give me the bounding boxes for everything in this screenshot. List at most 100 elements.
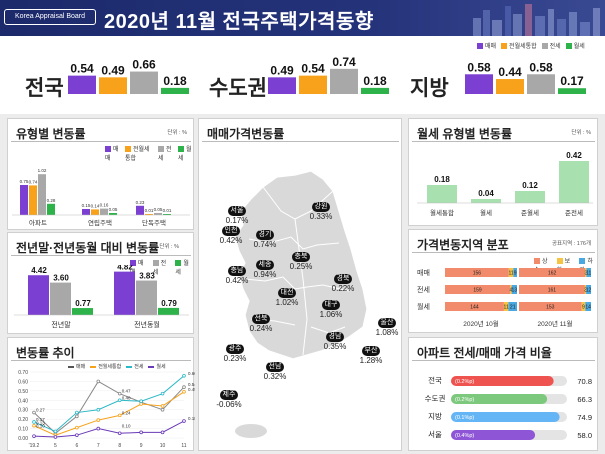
map-region-value: 0.74% (253, 240, 277, 249)
type-bar (82, 209, 90, 215)
distribution-panel: 가격변동지역 분포 공표지역 : 176개 상승 보합 하락 매매1561191… (408, 229, 598, 333)
type-value: 0.28 (47, 198, 56, 203)
map-region-label: 경북 0.22% (323, 273, 363, 294)
yearly-bar (158, 307, 179, 315)
distribution-value: 3 (584, 288, 587, 294)
type-bar (91, 209, 99, 215)
type-change-title: 유형별 변동률 (16, 127, 86, 141)
ratio-change: (0.4%p) (455, 433, 474, 439)
map-region-value: 0.33% (309, 212, 333, 221)
summary-value: 0.18 (163, 74, 187, 88)
distribution-value: 162 (548, 271, 557, 277)
yearly-value: 3.60 (53, 274, 69, 283)
map-region-label: 경남 0.35% (315, 331, 355, 352)
trend-point (182, 389, 186, 394)
map-region-label: 대구 1.06% (311, 299, 351, 320)
summary-bar (99, 77, 127, 94)
ratio-category: 서울 (428, 430, 442, 439)
summary-region-capital: 수도권 (209, 77, 267, 100)
map-region-value: 0.17% (225, 216, 249, 225)
trend-line (33, 375, 185, 432)
map-region-label: 부산 1.28% (351, 345, 391, 366)
trend-ytick: 0.60 (18, 379, 28, 385)
yearly-bar (50, 282, 71, 315)
trend-data-label: 0.18 (188, 416, 195, 421)
yearly-category: 전년말 (51, 320, 71, 329)
distribution-value: 156 (473, 271, 482, 277)
distribution-period: 2020년 10월 (463, 319, 498, 328)
trend-point (96, 418, 101, 422)
summary-value: 0.58 (529, 60, 553, 74)
ratio-fill (451, 376, 554, 386)
wolse-category: 준월세 (521, 208, 539, 217)
trend-point (117, 413, 122, 418)
trend-ytick: 0.20 (18, 417, 28, 423)
trend-point (139, 399, 143, 404)
trend-chart: 0.00 0.10 0.20 0.30 0.40 0.50 0.60 0.70 '19.2 5 6 7… (18, 370, 195, 449)
type-change-panel: 유형별 변동률 단위 : % 매매 전월세통합 전세 월세 0.75 0.74 1.… (7, 118, 194, 230)
distribution-category: 매매 (417, 269, 430, 277)
ratio-category: 전국 (428, 375, 442, 385)
divider (412, 141, 595, 142)
divider (11, 360, 191, 361)
distribution-segment (519, 268, 586, 277)
summary-bar (361, 87, 389, 94)
trend-data-label: 0.10 (36, 424, 45, 429)
map-region-label: 울산 1.08% (367, 317, 407, 338)
distribution-period: 2020년 11월 (538, 319, 573, 328)
distribution-value: 11 (504, 305, 509, 311)
trend-ytick: 0.10 (18, 427, 28, 433)
trend-xtick: '19.2 (29, 443, 40, 449)
distribution-segment (586, 268, 591, 277)
trend-legend: 매매 전월세통합 전세 월세 (68, 363, 166, 370)
yearly-unit: 단위 : % (159, 244, 179, 250)
type-value: 0.23 (136, 200, 145, 205)
trend-data-label: 0.10 (122, 424, 131, 429)
yearly-value: 0.77 (75, 299, 91, 308)
map-region-name: 충북 (291, 252, 311, 262)
type-category: 연립주택 (88, 218, 112, 227)
ratio-change: (0.1%p) (455, 415, 474, 421)
trend-point (53, 429, 58, 434)
trend-line (33, 380, 185, 434)
type-value: 0.01 (163, 208, 172, 213)
trend-point (75, 425, 79, 430)
trend-point (160, 407, 165, 412)
trend-point (139, 402, 143, 406)
type-value: 0.05 (109, 207, 118, 212)
trend-point (117, 431, 122, 436)
type-bar (47, 203, 55, 215)
map-region-name: 대구 (321, 300, 341, 310)
map-region-name: 울산 (377, 318, 397, 328)
trend-point (96, 407, 101, 412)
trend-data-label: 0.47 (122, 389, 131, 394)
yearly-bar (72, 308, 93, 315)
summary-value: 0.58 (467, 60, 491, 74)
distribution-value: 159 (473, 288, 482, 294)
map-region-name: 경남 (325, 332, 345, 342)
distribution-segment (513, 268, 517, 277)
legend-composite: 전월세통합 (501, 41, 537, 50)
type-change-unit: 단위 : % (167, 130, 187, 136)
wolse-value: 0.04 (478, 189, 494, 198)
map-region-name: 대전 (277, 288, 297, 298)
summary-bar (496, 79, 524, 94)
type-value: 0.74 (29, 179, 38, 184)
map-region-label: 충남 0.42% (217, 265, 257, 286)
summary-value: 0.74 (332, 55, 356, 69)
trend-point (32, 410, 36, 415)
map-region-value: 0.42% (225, 276, 249, 285)
wolse-bar (515, 191, 545, 203)
trend-point (182, 373, 186, 378)
trend-point (117, 391, 122, 396)
map-region-value: 1.28% (359, 356, 383, 365)
yearly-title: 전년말·전년동월 대비 변동률 (16, 241, 160, 255)
distribution-value: 144 (470, 305, 479, 311)
yearly-bar (114, 271, 135, 315)
distribution-value: 9 (514, 271, 517, 277)
trend-point (160, 404, 165, 408)
type-value: 0.01 (145, 208, 154, 213)
ratio-change: (0.2%p) (455, 379, 474, 385)
trend-data-label: 0.66 (188, 371, 195, 376)
type-bar (38, 174, 46, 215)
